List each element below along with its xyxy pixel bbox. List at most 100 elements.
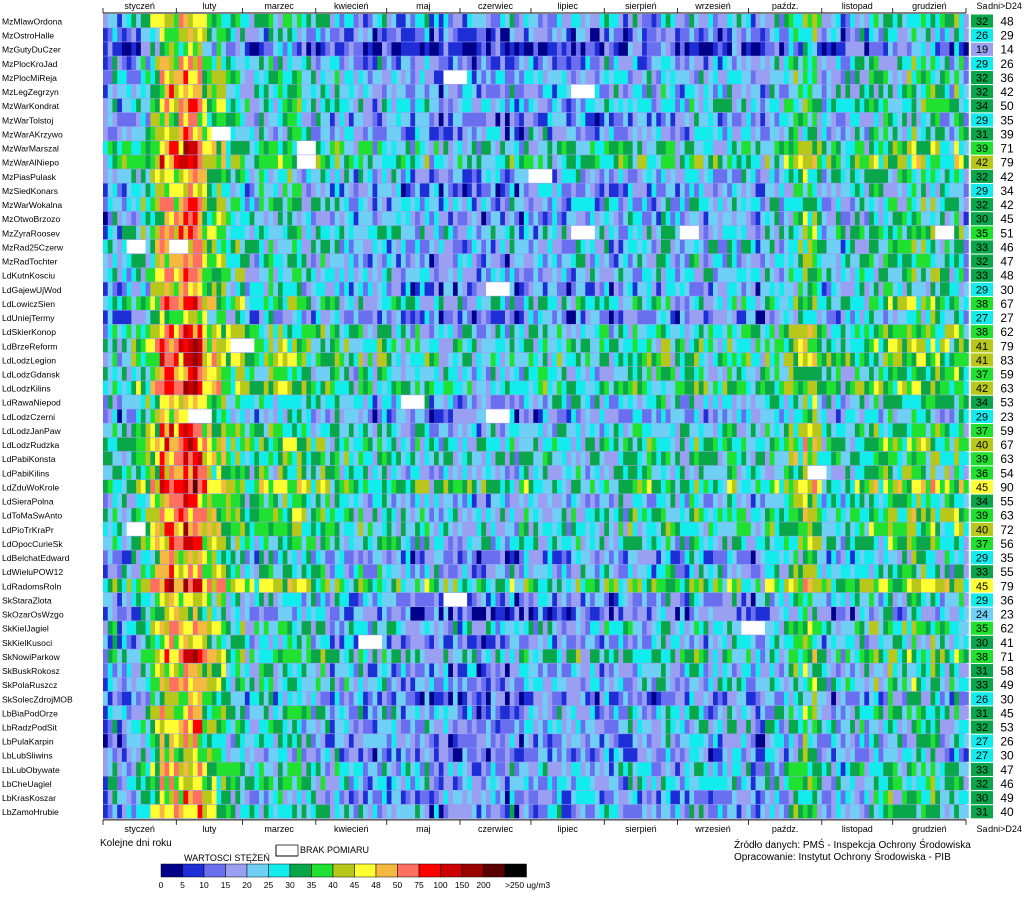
heatmap-cell [812,126,818,141]
heatmap-cell [552,381,558,395]
heatmap-cell [958,42,965,56]
heatmap-cell [197,296,203,310]
heatmap-cell [107,14,113,28]
heatmap-cell [656,70,662,84]
heatmap-cell [344,169,350,183]
heatmap-cell [173,28,180,42]
heatmap-cell [173,56,180,70]
heatmap-cell [906,367,913,381]
heatmap-cell [949,183,955,197]
heatmap-cell [542,225,548,240]
heatmap-cell [585,282,591,296]
heatmap-cell [571,282,577,296]
heatmap-cell [197,310,203,325]
heatmap-cell [911,141,917,155]
heatmap-row [103,42,969,56]
heatmap-cell [689,239,695,254]
heatmap-cell [254,28,260,42]
heatmap-cell [344,239,350,254]
heatmap-cell [788,56,794,70]
heatmap-cell [452,169,459,183]
heatmap-cell [282,28,288,42]
heatmap-cell [916,338,922,353]
heatmap-cell [817,211,823,226]
heatmap-cell [746,367,752,381]
heatmap-cell [348,381,355,395]
heatmap-cell [268,183,274,197]
heatmap-cell [519,296,525,310]
heatmap-cell [334,381,340,395]
heatmap-row [103,112,969,127]
heatmap-cell [358,84,364,99]
heatmap-cell [225,155,232,169]
heatmap-cell [495,381,501,395]
heatmap-cell [164,197,170,212]
heatmap-cell [136,98,142,113]
heatmap-cell [169,98,175,113]
heatmap-cell [698,197,704,212]
heatmap-cell [259,42,265,56]
heatmap-cell [831,14,837,28]
heatmap-cell [916,112,922,127]
heatmap-cell [476,141,482,155]
heatmap-cell [471,310,477,325]
heatmap-cell [670,239,676,254]
heatmap-cell [826,112,832,127]
heatmap-cell [306,112,312,127]
heatmap-cell [107,98,113,113]
heatmap-cell [963,84,969,99]
heatmap-cell [500,28,506,42]
heatmap-cell [542,338,548,353]
heatmap-cell [225,367,232,381]
heatmap-cell [339,56,345,70]
heatmap-cell [939,112,946,127]
heatmap-cell [155,282,161,296]
heatmap-cell [391,14,397,28]
heatmap-cell [604,296,610,310]
heatmap-cell [925,268,931,282]
heatmap-cell [708,282,714,296]
heatmap-cell [315,70,321,84]
heatmap-cell [178,56,184,70]
heatmap-cell [263,183,269,197]
heatmap-cell [925,296,931,310]
heatmap-cell [183,155,189,169]
heatmap-cell [282,225,288,240]
heatmap-cell [906,155,913,169]
heatmap-cell [883,183,889,197]
heatmap-cell [561,381,567,395]
heatmap-cell [779,28,785,42]
heatmap-cell [415,211,421,226]
heatmap-cell [594,197,600,212]
heatmap-cell [708,28,714,42]
heatmap-cell [452,338,459,353]
heatmap-cell [348,126,355,141]
heatmap-cell [547,211,553,226]
heatmap-cell [949,268,955,282]
heatmap-cell [703,282,709,296]
heatmap-cell [944,169,950,183]
heatmap-cell [646,141,652,155]
heatmap-cell [850,338,856,353]
heatmap-cell [311,310,317,325]
heatmap-cell [164,28,170,42]
heatmap-cell [131,112,137,127]
heatmap-cell [481,225,487,240]
heatmap-cell [722,112,728,127]
heatmap-cell [556,84,563,99]
heatmap-cell [462,381,468,395]
heatmap-cell [329,296,336,310]
month-label: maj [416,1,431,11]
heatmap-cell [869,14,875,28]
heatmap-cell [178,126,184,141]
heatmap-cell [632,14,638,28]
heatmap-cell [632,352,638,367]
heatmap-cell [486,183,492,197]
heatmap-cell [765,338,771,353]
heatmap-cell [339,84,345,99]
heatmap-cell [103,395,109,409]
heatmap-cell [902,381,908,395]
heatmap-cell [363,296,369,310]
heatmap-cell [173,70,180,84]
heatmap-cell [807,42,813,56]
